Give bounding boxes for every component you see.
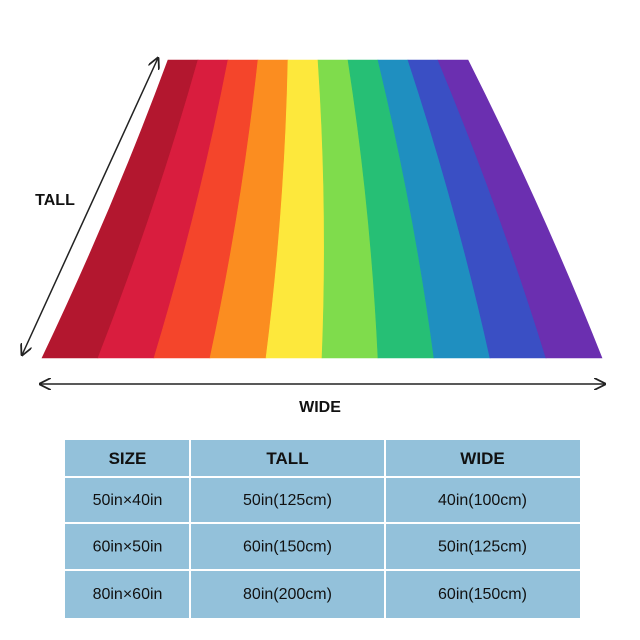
wide-label: WIDE [299,399,341,416]
table-bg [65,440,580,618]
header-cell: WIDE [460,449,504,468]
header-cell: SIZE [109,449,147,468]
tall-arrow [22,58,158,355]
header-cell: TALL [266,449,308,468]
table-cell: 50in(125cm) [438,539,527,556]
table-cell: 50in×40in [93,492,163,509]
stripe [437,59,603,359]
table-cell: 40in(100cm) [438,492,527,509]
table-cell: 80in(200cm) [243,586,332,603]
table-cell: 50in(125cm) [243,492,332,509]
table-cell: 60in×50in [93,539,163,556]
size-table: SIZE TALL WIDE 50in×40in 50in(125cm) 40in(100… [65,440,580,618]
table-cell: 60in(150cm) [438,586,527,603]
table-cell: 80in×60in [93,586,163,603]
blanket [41,59,603,359]
tall-label: TALL [35,192,75,209]
table-cell: 60in(150cm) [243,539,332,556]
